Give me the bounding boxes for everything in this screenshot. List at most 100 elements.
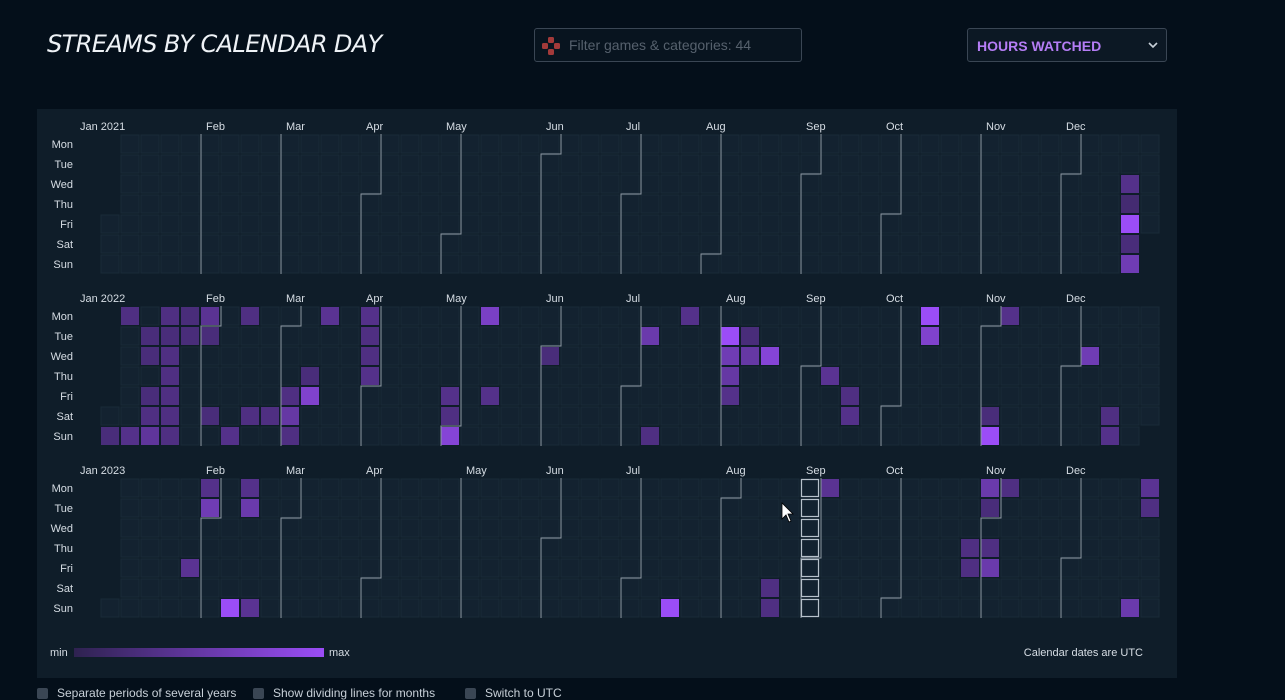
day-cell bbox=[620, 366, 640, 386]
day-cell bbox=[500, 194, 520, 214]
day-cell bbox=[980, 174, 1000, 194]
day-cell bbox=[1040, 518, 1060, 538]
day-cell bbox=[460, 254, 480, 274]
day-cell bbox=[380, 234, 400, 254]
day-cell bbox=[280, 346, 300, 366]
day-cell bbox=[900, 346, 920, 366]
day-cell bbox=[460, 134, 480, 154]
day-cell bbox=[1080, 558, 1100, 578]
day-cell bbox=[480, 346, 500, 366]
day-cell bbox=[440, 326, 460, 346]
day-cell bbox=[220, 538, 240, 558]
day-cell bbox=[780, 214, 800, 234]
day-cell bbox=[640, 406, 660, 426]
day-cell bbox=[140, 194, 160, 214]
month-lines-checkbox[interactable] bbox=[253, 688, 264, 699]
day-cell bbox=[160, 538, 180, 558]
day-cell bbox=[1140, 578, 1160, 598]
day-cell bbox=[580, 346, 600, 366]
day-cell-active bbox=[981, 559, 999, 577]
day-cell bbox=[220, 498, 240, 518]
day-cell bbox=[260, 326, 280, 346]
day-cell bbox=[780, 306, 800, 326]
month-divider bbox=[620, 134, 642, 274]
weekday-label: Sat bbox=[56, 583, 73, 595]
day-cell bbox=[460, 558, 480, 578]
day-cell bbox=[340, 346, 360, 366]
day-cell bbox=[480, 366, 500, 386]
day-cell bbox=[240, 214, 260, 234]
day-cell bbox=[1140, 194, 1160, 214]
filter-games-input-box[interactable] bbox=[534, 28, 802, 62]
day-cell-active bbox=[981, 479, 999, 497]
day-cell bbox=[1120, 426, 1140, 446]
day-cell bbox=[120, 558, 140, 578]
metric-select[interactable]: HOURS WATCHED bbox=[967, 28, 1167, 62]
day-cell bbox=[420, 254, 440, 274]
day-cell bbox=[1040, 214, 1060, 234]
day-cell bbox=[840, 346, 860, 366]
day-cell bbox=[1040, 598, 1060, 618]
day-cell bbox=[1140, 134, 1160, 154]
options-bar: Separate periods of several years Show d… bbox=[37, 686, 737, 700]
day-cell bbox=[1120, 386, 1140, 406]
day-cell bbox=[120, 478, 140, 498]
day-cell bbox=[800, 498, 820, 518]
day-cell bbox=[760, 558, 780, 578]
day-cell bbox=[640, 154, 660, 174]
day-cell bbox=[200, 214, 220, 234]
day-cell bbox=[500, 234, 520, 254]
filter-games-input[interactable] bbox=[569, 29, 797, 61]
day-cell bbox=[840, 578, 860, 598]
separate-years-checkbox[interactable] bbox=[37, 688, 48, 699]
day-cell bbox=[660, 194, 680, 214]
day-cell bbox=[280, 214, 300, 234]
day-cell bbox=[640, 558, 660, 578]
day-cell bbox=[960, 598, 980, 618]
day-cell bbox=[160, 214, 180, 234]
day-cell bbox=[340, 406, 360, 426]
day-cell bbox=[480, 174, 500, 194]
day-cell bbox=[100, 406, 120, 426]
day-cell-active bbox=[661, 599, 679, 617]
day-cell bbox=[1120, 538, 1140, 558]
day-cell bbox=[560, 306, 580, 326]
month-divider bbox=[280, 306, 302, 446]
day-cell bbox=[580, 406, 600, 426]
day-cell bbox=[420, 366, 440, 386]
day-cell bbox=[1140, 386, 1160, 406]
month-divider bbox=[360, 306, 382, 446]
day-cell bbox=[300, 346, 320, 366]
day-cell bbox=[480, 406, 500, 426]
day-cell bbox=[780, 426, 800, 446]
day-cell bbox=[240, 134, 260, 154]
month-lines-label: Show dividing lines for months bbox=[273, 686, 436, 700]
day-cell bbox=[560, 426, 580, 446]
day-cell bbox=[400, 234, 420, 254]
month-label: Sep bbox=[806, 293, 826, 305]
day-cell bbox=[860, 306, 880, 326]
day-cell bbox=[180, 194, 200, 214]
day-cell bbox=[660, 346, 680, 366]
day-cell bbox=[160, 254, 180, 274]
day-cell-active bbox=[821, 479, 839, 497]
day-cell bbox=[140, 538, 160, 558]
day-cell bbox=[1120, 154, 1140, 174]
day-cell bbox=[880, 406, 900, 426]
day-cell bbox=[500, 406, 520, 426]
month-label: Aug bbox=[706, 121, 726, 133]
day-cell bbox=[940, 194, 960, 214]
day-cell bbox=[940, 598, 960, 618]
day-cell bbox=[860, 538, 880, 558]
day-cell bbox=[520, 346, 540, 366]
day-cell bbox=[580, 174, 600, 194]
selected-week-cell bbox=[800, 538, 820, 558]
day-cell bbox=[480, 518, 500, 538]
day-cell bbox=[920, 538, 940, 558]
day-cell bbox=[640, 366, 660, 386]
day-cell-active bbox=[1141, 479, 1159, 497]
day-cell bbox=[340, 366, 360, 386]
month-label: Jun bbox=[546, 121, 564, 133]
utc-checkbox[interactable] bbox=[465, 688, 476, 699]
day-cell bbox=[720, 578, 740, 598]
